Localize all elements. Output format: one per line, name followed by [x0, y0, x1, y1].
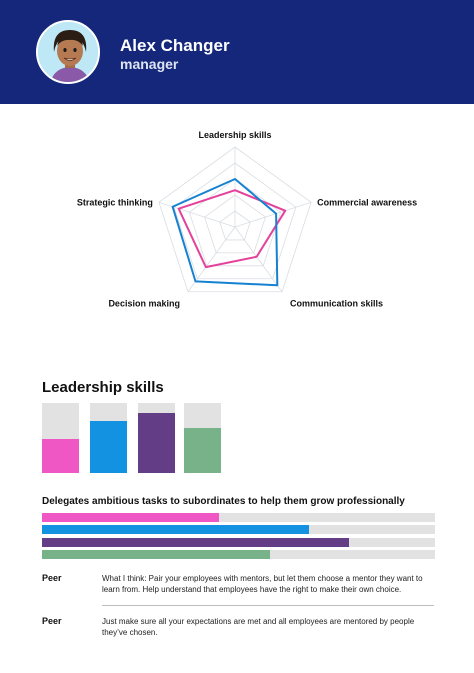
score-bar [42, 525, 435, 534]
section-title: Leadership skills [42, 379, 164, 396]
radar-axis-label: Strategic thinking [77, 197, 153, 207]
comment-text: What I think: Pair your employees with m… [102, 574, 423, 594]
score-bar-fill [42, 525, 310, 534]
radar-series [177, 189, 287, 269]
score-bar-fill [42, 538, 349, 547]
score-bar [42, 538, 435, 547]
radar-grid-ring [219, 210, 251, 241]
radar-axis-label: Commercial awareness [317, 197, 417, 207]
comment-text: Just make sure all your expectations are… [102, 617, 415, 637]
score-bar [42, 550, 435, 559]
skill-bar-fill [184, 428, 221, 473]
comment-divider [102, 605, 434, 606]
radar-axis-line [234, 201, 312, 228]
radar-series [171, 178, 279, 287]
radar-axis-label: Communication skills [290, 299, 383, 309]
skill-bar [138, 403, 175, 473]
score-bar [42, 513, 435, 522]
avatar [36, 20, 100, 84]
user-role: manager [120, 56, 179, 72]
score-bar-fill [42, 550, 270, 559]
radar-grid-ring [158, 146, 312, 293]
radar-axis-label: Decision making [108, 299, 180, 309]
radar-axis-line [158, 201, 236, 228]
person-icon [38, 22, 98, 82]
comment-author: Peer [42, 573, 62, 583]
radar-axis-label: Leadership skills [198, 130, 271, 140]
skill-bar-fill [90, 421, 127, 473]
skill-bar [42, 403, 79, 473]
comment-author: Peer [42, 616, 62, 626]
skill-bar [184, 403, 221, 473]
radar-grid-ring [173, 162, 297, 280]
radar-axis-line [234, 226, 283, 292]
user-name: Alex Changer [120, 36, 230, 55]
score-bar-fill [42, 513, 219, 522]
profile-header: Alex Changer manager [0, 0, 474, 104]
skill-bar [90, 403, 127, 473]
radar-grid-ring [204, 194, 266, 254]
skill-bar-fill [42, 438, 79, 473]
question-title: Delegates ambitious tasks to subordinate… [42, 496, 405, 507]
skill-bar-fill [138, 412, 175, 473]
radar-chart: Leadership skills Commercial awareness Com… [77, 130, 417, 309]
